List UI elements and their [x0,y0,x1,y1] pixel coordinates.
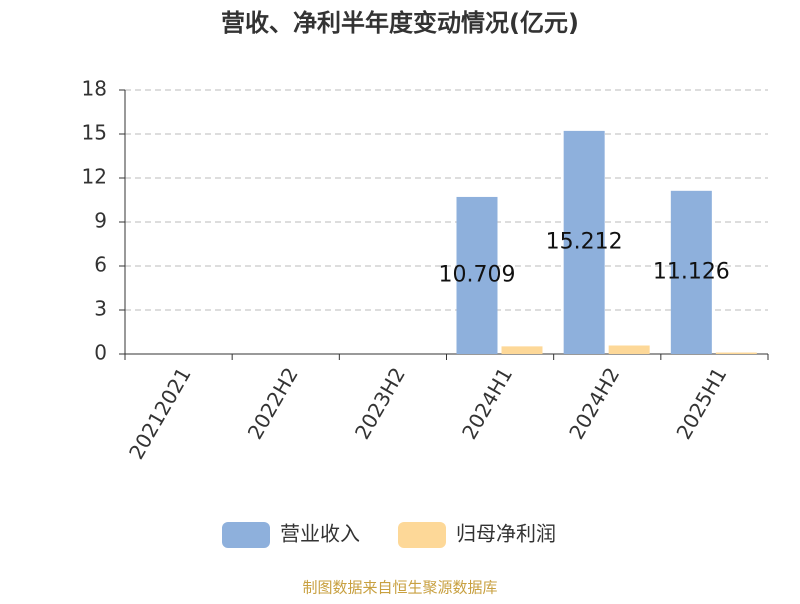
y-tick-label: 12 [82,165,107,189]
legend-swatch [222,522,270,548]
x-tick-label: 2023H2 [350,363,410,443]
bar [456,196,498,354]
source-note: 制图数据来自恒生聚源数据库 [302,579,497,597]
x-tick-label: 2022H2 [243,363,303,443]
y-tick-label: 0 [94,341,107,365]
bar [670,190,712,354]
value-label: 10.709 [439,262,516,287]
y-tick-label: 9 [94,209,107,233]
x-tick-label: 2024H1 [457,363,517,443]
value-label: 11.126 [653,259,730,284]
bar [563,130,605,354]
legend-label: 归母净利润 [456,522,556,546]
x-tick-label: 20212021 [124,363,196,463]
x-tick-label: 2024H2 [564,363,624,443]
y-tick-label: 18 [82,77,107,101]
bar [608,345,650,354]
y-tick-label: 3 [94,297,107,321]
value-label: 15.212 [546,229,623,254]
bar [715,352,757,354]
x-tick-label: 2025H1 [671,363,731,443]
legend-swatch [398,522,446,548]
legend-label: 营业收入 [280,522,360,546]
y-tick-label: 6 [94,253,107,277]
chart-title: 营收、净利半年度变动情况(亿元) [221,9,579,37]
y-tick-label: 15 [82,121,107,145]
bar [501,346,543,354]
